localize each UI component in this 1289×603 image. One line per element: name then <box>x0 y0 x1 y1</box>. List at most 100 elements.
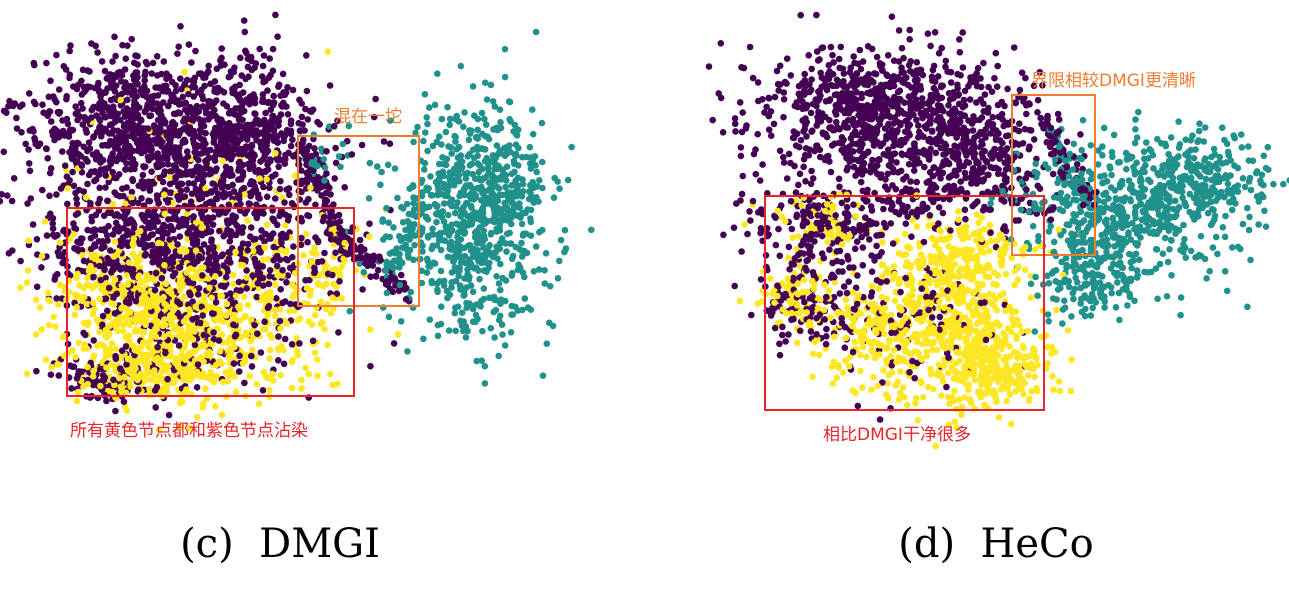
dmgi-point <box>123 361 130 368</box>
dmgi-point <box>298 100 306 107</box>
dmgi-point <box>101 100 108 107</box>
dmgi-point <box>190 213 197 220</box>
dmgi-point <box>205 275 212 282</box>
dmgi-point <box>478 197 485 204</box>
dmgi-point <box>90 306 98 313</box>
dmgi-point <box>90 352 98 360</box>
dmgi-point <box>229 212 236 219</box>
dmgi-point <box>84 363 91 371</box>
dmgi-point <box>465 136 473 144</box>
dmgi-point <box>228 124 235 132</box>
dmgi-point <box>321 164 329 171</box>
dmgi-point <box>208 236 215 243</box>
heco-point <box>919 394 927 401</box>
dmgi-point <box>521 295 529 302</box>
dmgi-point <box>277 371 285 379</box>
dmgi-point <box>175 109 182 116</box>
dmgi-point <box>402 234 409 242</box>
dmgi-point <box>240 262 247 269</box>
dmgi-point <box>239 116 246 124</box>
dmgi-point <box>285 213 293 220</box>
dmgi-point <box>499 274 507 282</box>
dmgi-point <box>488 229 495 237</box>
dmgi-point <box>159 224 166 231</box>
dmgi-point <box>225 255 233 262</box>
dmgi-point <box>497 239 504 247</box>
dmgi-point <box>257 349 265 356</box>
dmgi-point <box>273 221 281 229</box>
dmgi-point <box>160 293 167 301</box>
dmgi-point <box>411 241 418 249</box>
heco-point <box>1180 221 1187 229</box>
dmgi-point <box>556 257 563 265</box>
dmgi-point <box>216 348 224 355</box>
dmgi-point <box>25 146 32 153</box>
dmgi-point <box>109 168 116 176</box>
dmgi-point <box>25 237 32 244</box>
dmgi-point <box>263 221 271 228</box>
dmgi-point <box>179 372 187 379</box>
dmgi-point <box>513 152 520 159</box>
dmgi-point <box>217 282 225 290</box>
heco-point <box>783 55 791 62</box>
dmgi-point <box>190 78 198 86</box>
dmgi-point <box>84 158 91 165</box>
heco-point <box>971 376 979 384</box>
dmgi-point <box>318 258 326 265</box>
dmgi-point <box>112 52 119 60</box>
dmgi-point <box>308 160 315 167</box>
dmgi-point <box>278 130 285 137</box>
dmgi-point <box>492 306 500 314</box>
dmgi-point <box>395 287 403 295</box>
dmgi-point <box>167 353 174 360</box>
dmgi-point <box>183 337 190 344</box>
dmgi-point <box>515 126 522 133</box>
dmgi-point <box>384 161 392 169</box>
dmgi-point <box>185 90 192 98</box>
dmgi-point <box>171 121 179 128</box>
dmgi-point <box>119 137 126 145</box>
dmgi-point <box>526 143 534 151</box>
dmgi-point <box>103 397 110 405</box>
dmgi-point <box>399 244 406 251</box>
dmgi-point <box>84 274 91 282</box>
heco-point <box>1246 213 1253 221</box>
dmgi-point <box>227 68 235 75</box>
dmgi-point <box>419 248 426 255</box>
dmgi-point <box>220 100 227 107</box>
dmgi-point <box>96 328 103 336</box>
dmgi-point <box>237 245 245 252</box>
dmgi-point <box>158 375 165 383</box>
dmgi-point <box>115 171 123 178</box>
heco-point <box>797 11 804 19</box>
dmgi-point <box>248 66 256 74</box>
dmgi-point <box>561 226 569 234</box>
dmgi-point <box>198 224 205 231</box>
dmgi-point <box>90 337 97 344</box>
dmgi-point <box>144 208 152 215</box>
dmgi-point <box>270 99 278 106</box>
dmgi-point <box>320 156 328 163</box>
heco-point <box>1045 318 1052 325</box>
dmgi-point <box>424 216 432 223</box>
dmgi-point <box>31 137 39 144</box>
heco-point <box>845 278 853 286</box>
dmgi-point <box>176 152 183 159</box>
dmgi-point <box>102 89 109 96</box>
dmgi-point <box>172 82 179 89</box>
dmgi-point <box>478 109 486 117</box>
dmgi-point <box>424 147 431 155</box>
dmgi-point <box>132 101 140 108</box>
dmgi-point <box>275 117 283 125</box>
dmgi-point <box>324 48 332 55</box>
dmgi-point <box>56 281 64 289</box>
dmgi-point <box>179 93 187 101</box>
heco-point <box>986 221 994 229</box>
dmgi-point <box>176 144 183 151</box>
heco-point <box>947 79 955 86</box>
dmgi-point <box>177 247 184 255</box>
dmgi-point <box>96 124 103 131</box>
dmgi-point <box>506 229 513 237</box>
dmgi-point <box>82 331 89 339</box>
dmgi-point <box>211 78 219 85</box>
